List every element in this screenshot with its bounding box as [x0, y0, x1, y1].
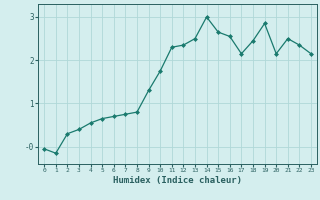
X-axis label: Humidex (Indice chaleur): Humidex (Indice chaleur) — [113, 176, 242, 185]
